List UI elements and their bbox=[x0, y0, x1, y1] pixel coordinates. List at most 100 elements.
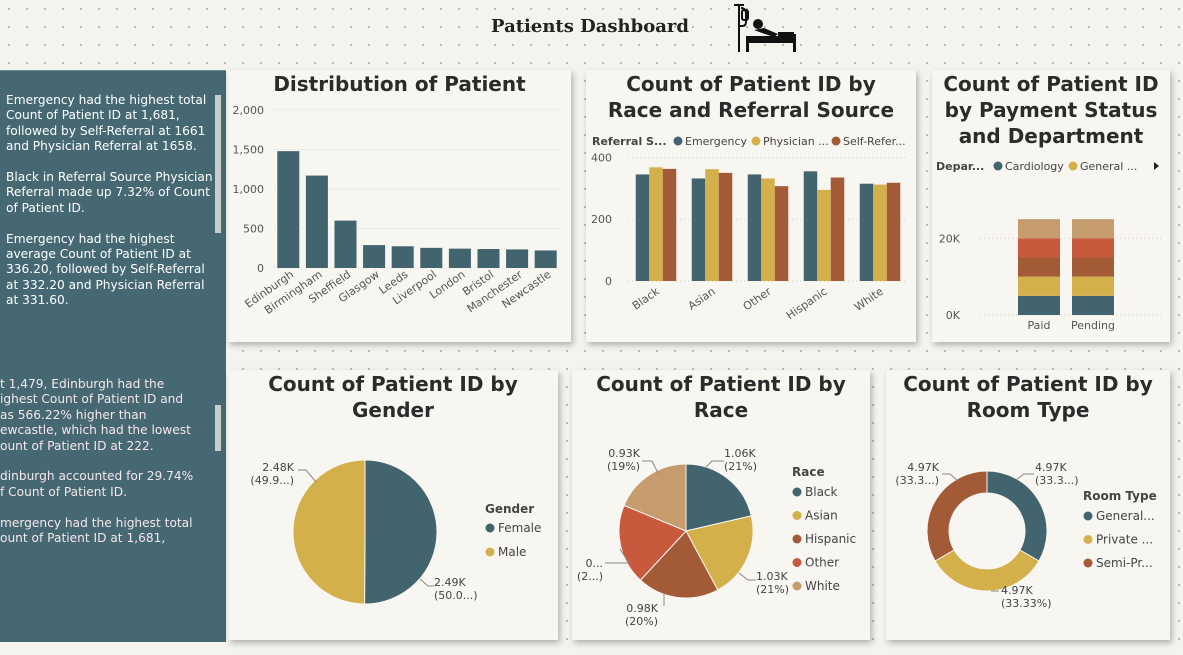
race-referral-bar-white-self-referral bbox=[886, 182, 901, 281]
gender-legend-dot-male bbox=[485, 547, 495, 557]
race-referral-card[interactable]: Count of Patient ID by Race and Referral… bbox=[586, 70, 916, 342]
payment-department-legend-title: Depar... bbox=[936, 160, 984, 173]
distribution-ytick: 0 bbox=[257, 262, 264, 275]
race-referral-legend-title: Referral S... bbox=[592, 135, 667, 148]
race-referral-xtick-other: Other bbox=[741, 285, 774, 314]
gender-legend-title: Gender bbox=[485, 502, 534, 516]
payment-department-segment-pending-1 bbox=[1072, 276, 1114, 296]
distribution-bar-edinburgh bbox=[277, 151, 300, 268]
race-legend-other: Other bbox=[805, 556, 839, 570]
gender-pct-label-male: (49.9...) bbox=[250, 474, 294, 487]
distribution-bar-birmingham bbox=[305, 175, 328, 268]
payment-department-xtick-paid: Paid bbox=[1028, 319, 1051, 332]
distribution-ytick: 1,500 bbox=[233, 144, 265, 157]
room-type-legend-semi-pr: Semi-Pr... bbox=[1096, 556, 1153, 570]
distribution-title: Distribution of Patient bbox=[273, 72, 526, 96]
distribution-bar-liverpool bbox=[420, 247, 443, 268]
room-type-leader-general bbox=[1015, 473, 1034, 481]
race-referral-legend-self-referral: Self-Refer... bbox=[843, 135, 906, 148]
race-pct-label-black: (21%) bbox=[724, 460, 757, 473]
payment-department-legend-cardiology: Cardiology bbox=[1005, 160, 1064, 173]
race-card[interactable]: Count of Patient ID by Race 1.06K (21%) 1.… bbox=[572, 370, 870, 640]
distribution-bar-glasgow bbox=[363, 245, 386, 268]
race-legend-dot-asian bbox=[792, 511, 802, 520]
race-legend-asian: Asian bbox=[805, 509, 838, 523]
distribution-card[interactable]: Distribution of Patient 0 500 1,000 1,500 2,… bbox=[228, 70, 571, 342]
race-referral-chart: Referral S... Emergency Physician ... Self-… bbox=[591, 135, 908, 323]
race-referral-bar-hispanic-self-referral bbox=[830, 177, 845, 281]
race-slice-white bbox=[623, 463, 687, 532]
payment-department-card[interactable]: Count of Patient ID by Payment Status an… bbox=[932, 70, 1170, 342]
distribution-ytick: 1,000 bbox=[233, 183, 265, 196]
insights-text-bottom: t 1,479, Edinburgh had the ighest Count … bbox=[0, 377, 194, 546]
payment-department-segment-pending-4 bbox=[1072, 219, 1114, 239]
race-pct-label-asian: (21%) bbox=[756, 583, 789, 596]
room-type-value-label-semi-pr: 4.97K bbox=[907, 461, 939, 474]
room-type-value-label-general: 4.97K bbox=[1035, 461, 1067, 474]
room-type-value-label-private: 4.97K bbox=[1001, 584, 1033, 597]
room-type-legend-dot-general bbox=[1083, 511, 1093, 521]
race-pct-label-other: (2...) bbox=[577, 570, 603, 583]
legend-next-arrow-icon[interactable] bbox=[1154, 162, 1159, 170]
race-referral-ytick: 0 bbox=[605, 275, 612, 288]
race-value-label-black: 1.06K bbox=[724, 447, 756, 460]
gender-card[interactable]: Count of Patient ID by Gender 2.49K (50.0… bbox=[228, 370, 558, 640]
race-referral-bar-other-emergency bbox=[747, 174, 762, 281]
race-value-label-hispanic: 0.98K bbox=[626, 602, 658, 615]
insights-scrollbar-top[interactable] bbox=[215, 95, 221, 233]
payment-department-segment-paid-2 bbox=[1018, 257, 1060, 277]
room-type-pct-label-private: (33.33%) bbox=[1001, 597, 1052, 610]
distribution-chart: 05001,0001,5002,000EdinburghBirminghamSh… bbox=[233, 104, 560, 317]
room-type-legend-private: Private ... bbox=[1096, 533, 1153, 547]
gender-slice-male bbox=[292, 459, 366, 605]
gender-legend-dot-female bbox=[485, 523, 495, 533]
payment-department-legend-dot-cardiology bbox=[993, 161, 1003, 171]
race-referral-bar-other-physician-referral bbox=[761, 178, 775, 281]
race-referral-bar-asian-self-referral bbox=[718, 172, 733, 281]
room-type-leader-semi-pr bbox=[942, 473, 959, 482]
payment-department-segment-paid-4 bbox=[1018, 219, 1060, 239]
race-chart: 1.06K(21%)1.03K(21%)0.98K(20%)0...(2...)… bbox=[577, 447, 856, 628]
race-leader-white bbox=[642, 460, 659, 474]
race-value-label-other: 0... bbox=[586, 557, 604, 570]
distribution-ytick: 500 bbox=[243, 223, 264, 236]
payment-department-segment-pending-0 bbox=[1072, 295, 1114, 315]
race-referral-xtick-hispanic: Hispanic bbox=[784, 285, 830, 323]
gender-chart: 2.49K(50.0...) 2.48K(49.9...) Gender Female… bbox=[250, 459, 541, 605]
room-type-legend-dot-private bbox=[1083, 535, 1093, 544]
room-type-slice-semi-pr bbox=[926, 470, 988, 562]
insights-scrollbar-bottom[interactable] bbox=[215, 405, 221, 451]
distribution-bar-sheffield bbox=[334, 220, 357, 268]
race-referral-bar-hispanic-physician-referral bbox=[817, 189, 831, 281]
gender-slice-female bbox=[364, 459, 438, 605]
race-referral-bar-asian-physician-referral bbox=[705, 169, 719, 281]
gender-legend-female: Female bbox=[498, 521, 541, 535]
gender-pct-label-female: (50.0...) bbox=[434, 589, 478, 602]
room-type-card[interactable]: Count of Patient ID by Room Type 4.97K (3… bbox=[886, 370, 1170, 640]
race-referral-legend-dot-emergency bbox=[673, 136, 683, 146]
race-value-label-asian: 1.03K bbox=[756, 570, 788, 583]
race-pct-label-hispanic: (20%) bbox=[625, 615, 658, 628]
room-type-chart: 4.97K(33.3...)4.97K(33.33%)4.97K(33.3...… bbox=[895, 461, 1156, 610]
distribution-bar-bristol bbox=[477, 249, 500, 268]
insights-panel: Emergency had the highest total Count of… bbox=[0, 70, 226, 642]
race-referral-bar-hispanic-emergency bbox=[803, 171, 818, 281]
distribution-bar-manchester bbox=[506, 249, 529, 268]
race-referral-xtick-black: Black bbox=[630, 284, 662, 312]
race-title: Count of Patient ID by Race bbox=[596, 372, 846, 422]
payment-department-segment-paid-3 bbox=[1018, 238, 1060, 258]
page-title: Patients Dashboard bbox=[491, 16, 689, 37]
payment-department-segment-pending-3 bbox=[1072, 238, 1114, 258]
race-referral-bar-black-physician-referral bbox=[649, 167, 663, 281]
room-type-legend-dot-semi-pr bbox=[1083, 558, 1093, 568]
race-slice-hispanic bbox=[639, 530, 719, 599]
race-referral-ytick: 200 bbox=[591, 213, 612, 226]
race-legend-dot-other bbox=[792, 558, 802, 567]
race-slice-black bbox=[685, 463, 752, 532]
gender-leader-female bbox=[419, 578, 434, 587]
race-legend-dot-white bbox=[792, 581, 802, 591]
payment-department-legend-dot-general bbox=[1068, 161, 1078, 171]
race-referral-legend-physician-referral: Physician ... bbox=[763, 135, 829, 148]
race-leader-other bbox=[605, 548, 630, 564]
room-type-title: Count of Patient ID by Room Type bbox=[903, 372, 1153, 422]
